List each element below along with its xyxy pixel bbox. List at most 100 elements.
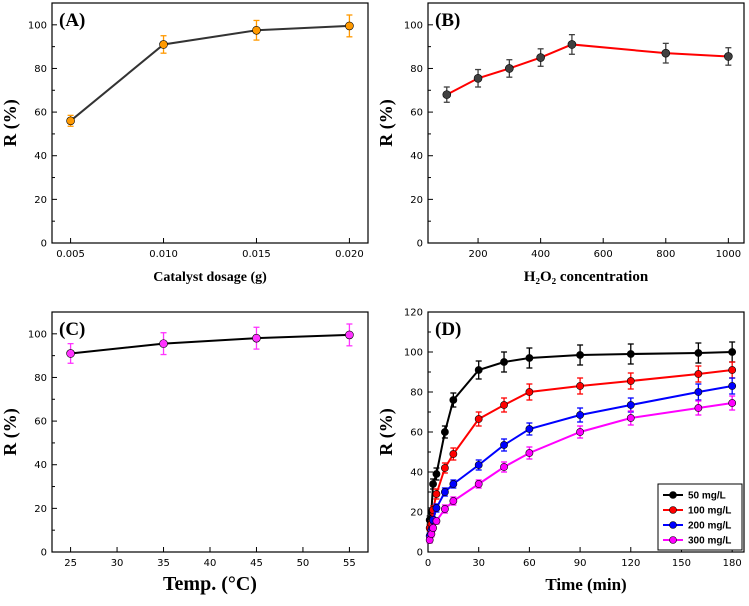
panel-label: (A): [59, 10, 85, 31]
data-point: [626, 401, 635, 409]
data-point: [694, 349, 703, 357]
y-tick-label: 60: [410, 108, 423, 119]
panel-label: (C): [59, 319, 85, 340]
data-point: [159, 40, 168, 49]
y-axis-label: R (%): [0, 408, 21, 456]
data-point: [345, 21, 354, 31]
x-tick-label: 0: [425, 558, 431, 569]
data-point: [473, 73, 483, 83]
series-line: [69, 24, 350, 122]
y-tick-label: 80: [410, 64, 423, 75]
x-tick-label: 55: [343, 558, 356, 569]
x-tick-label: 60: [523, 558, 536, 569]
plot-frame: [427, 2, 745, 244]
x-tick-label: 1000: [716, 249, 741, 260]
data-point: [440, 428, 449, 436]
data-point: [500, 358, 508, 366]
y-tick-label: 120: [404, 308, 423, 319]
data-point: [576, 382, 584, 390]
data-point: [626, 377, 635, 385]
data-point: [449, 480, 458, 488]
x-tick-label: 30: [111, 558, 124, 569]
y-tick-label: 100: [404, 20, 423, 31]
data-point: [442, 90, 452, 99]
data-point: [626, 414, 635, 422]
panel-a: 0 20 40 60 80 100 0.005 0.010 0.015 0.020 Catalyst…: [0, 2, 369, 285]
x-axis-label: Catalyst dosage (g): [153, 270, 267, 285]
x-tick-label: 0.005: [56, 249, 85, 260]
data-point: [66, 116, 75, 126]
y-tick-label: 80: [410, 388, 423, 399]
data-point: [345, 330, 354, 340]
y-axis-label: R (%): [376, 408, 397, 456]
x-tick-label: 50: [297, 558, 310, 569]
x-tick-label: 25: [64, 558, 77, 569]
plot-frame: [51, 311, 369, 553]
legend-swatch-marker: [669, 521, 677, 529]
legend-label: 50 mg/L: [688, 491, 726, 502]
x-tick-label: 150: [672, 558, 691, 569]
x-tick-label: 800: [656, 249, 675, 260]
data-point: [500, 401, 508, 409]
legend-swatch-marker: [669, 506, 677, 514]
y-axis-label: R (%): [0, 99, 21, 147]
y-tick-label: 20: [410, 195, 423, 206]
y-tick-label: 20: [34, 195, 47, 206]
data-point: [694, 370, 703, 378]
x-axis-label: H₂O₂ concentration: [524, 269, 649, 285]
y-tick-label: 40: [34, 460, 47, 471]
panel-d: 0 20 40 60 80 100 120 0 30 60 90 120 150 180 Time (min…: [376, 308, 745, 594]
y-tick-label: 40: [410, 151, 423, 162]
data-point: [449, 450, 458, 458]
x-axis-label: Temp. (°C): [163, 573, 257, 595]
data-point: [576, 428, 584, 436]
data-point: [252, 25, 261, 35]
y-tick-label: 80: [34, 64, 47, 75]
x-tick-label: 40: [204, 558, 217, 569]
x-tick-label: 30: [472, 558, 485, 569]
data-point: [500, 441, 508, 449]
x-tick-label: 35: [157, 558, 170, 569]
data-point: [159, 339, 168, 348]
y-tick-label: 0: [417, 239, 423, 250]
y-tick-label: 80: [34, 373, 47, 384]
data-point: [505, 64, 514, 73]
y-tick-label: 60: [34, 417, 47, 428]
data-point: [449, 497, 458, 505]
data-point: [525, 388, 534, 396]
data-point: [429, 480, 437, 488]
y-tick-label: 60: [34, 108, 47, 119]
data-point: [724, 52, 733, 61]
y-tick-label: 100: [404, 348, 423, 359]
data-point: [474, 480, 483, 488]
data-point: [474, 461, 483, 469]
panel-label: (B): [435, 10, 460, 31]
y-tick-label: 0: [41, 548, 47, 559]
data-point: [567, 40, 577, 49]
panel-c: 0 20 40 60 80 100 25 30 35 40 45 50 55 Temp. (°C) R (%…: [0, 311, 369, 595]
x-tick-label: 120: [621, 558, 640, 569]
x-tick-label: 90: [574, 558, 587, 569]
data-point: [432, 490, 441, 498]
y-tick-label: 20: [34, 504, 47, 515]
data-point: [525, 449, 534, 457]
y-tick-label: 20: [410, 508, 423, 519]
data-point: [66, 349, 75, 358]
data-point: [525, 425, 534, 433]
panel-b: 0 20 40 60 80 100 200 400 600 800 1000 H₂O₂ concent…: [376, 2, 745, 285]
data-point: [474, 366, 483, 374]
data-point: [576, 411, 584, 419]
y-tick-label: 100: [28, 20, 47, 31]
legend-label: 200 mg/L: [688, 521, 731, 532]
data-point: [440, 464, 449, 472]
x-tick-label: 600: [594, 249, 613, 260]
y-tick-label: 60: [410, 428, 423, 439]
x-tick-label: 45: [250, 558, 263, 569]
data-point: [728, 399, 737, 407]
x-tick-label: 200: [469, 249, 488, 260]
data-point: [432, 504, 441, 512]
plot-frame: [51, 2, 369, 244]
data-point: [626, 350, 635, 358]
data-point: [500, 463, 508, 471]
